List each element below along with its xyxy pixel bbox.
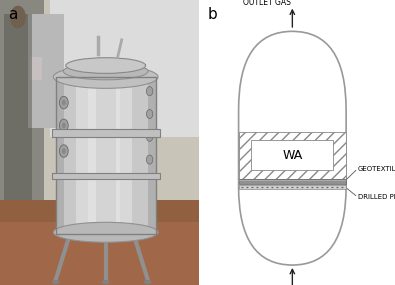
Bar [56, 77, 156, 234]
Text: a: a [8, 7, 17, 22]
Bar [96, 77, 116, 234]
FancyBboxPatch shape [239, 31, 346, 265]
Bar [52, 173, 160, 179]
Text: WA: WA [282, 149, 303, 162]
Circle shape [147, 132, 153, 141]
Bar [0, 200, 199, 222]
Bar [52, 129, 160, 137]
Bar [28, 14, 64, 128]
Ellipse shape [102, 280, 110, 284]
Circle shape [59, 119, 68, 132]
Ellipse shape [53, 222, 158, 242]
Circle shape [147, 109, 153, 119]
Bar [0, 222, 199, 285]
Bar [0, 0, 44, 200]
Circle shape [62, 148, 66, 154]
Bar [50, 0, 199, 137]
Ellipse shape [66, 58, 146, 73]
Text: GEOTEXTILE: GEOTEXTILE [358, 166, 395, 172]
Bar [88, 77, 120, 234]
Bar [56, 77, 156, 234]
Text: DRILLED PLATE: DRILLED PLATE [358, 194, 395, 200]
Text: b: b [207, 7, 217, 22]
Circle shape [62, 123, 66, 128]
Ellipse shape [52, 280, 60, 284]
Ellipse shape [144, 280, 152, 284]
Bar [0, 200, 44, 285]
Bar [64, 77, 148, 234]
Ellipse shape [53, 66, 158, 88]
Text: OUTLET GAS: OUTLET GAS [243, 0, 292, 7]
Circle shape [147, 155, 153, 164]
Bar [76, 77, 132, 234]
Bar [252, 140, 333, 170]
Ellipse shape [63, 63, 148, 80]
Circle shape [147, 87, 153, 96]
Bar [30, 57, 42, 80]
Bar [239, 185, 346, 190]
Bar [239, 179, 346, 184]
Circle shape [10, 6, 26, 28]
Circle shape [59, 96, 68, 109]
Circle shape [59, 145, 68, 157]
Bar [239, 180, 346, 182]
Bar [239, 132, 346, 179]
Bar [4, 14, 32, 199]
Circle shape [62, 100, 66, 105]
